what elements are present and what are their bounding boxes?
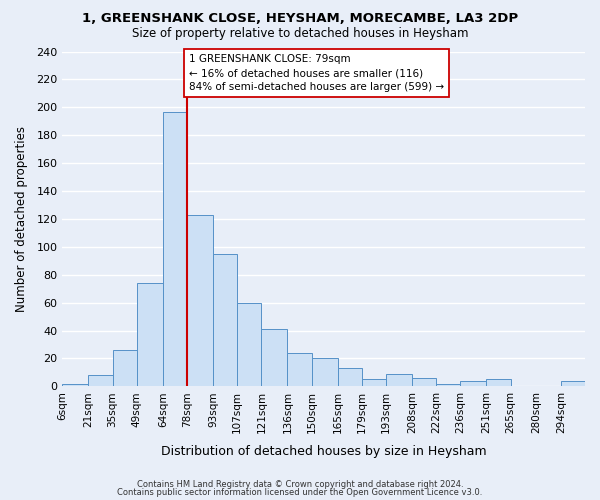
- Bar: [412, 378, 436, 386]
- Bar: [88, 375, 113, 386]
- Bar: [287, 353, 311, 386]
- Text: Contains public sector information licensed under the Open Government Licence v3: Contains public sector information licen…: [118, 488, 482, 497]
- Bar: [113, 350, 137, 387]
- Bar: [137, 283, 163, 387]
- Bar: [386, 374, 412, 386]
- Bar: [338, 368, 362, 386]
- X-axis label: Distribution of detached houses by size in Heysham: Distribution of detached houses by size …: [161, 444, 487, 458]
- Bar: [237, 302, 262, 386]
- Bar: [362, 380, 386, 386]
- Text: 1, GREENSHANK CLOSE, HEYSHAM, MORECAMBE, LA3 2DP: 1, GREENSHANK CLOSE, HEYSHAM, MORECAMBE,…: [82, 12, 518, 26]
- Y-axis label: Number of detached properties: Number of detached properties: [15, 126, 28, 312]
- Bar: [436, 384, 460, 386]
- Text: Size of property relative to detached houses in Heysham: Size of property relative to detached ho…: [132, 28, 468, 40]
- Text: Contains HM Land Registry data © Crown copyright and database right 2024.: Contains HM Land Registry data © Crown c…: [137, 480, 463, 489]
- Bar: [262, 329, 287, 386]
- Bar: [163, 112, 187, 386]
- Bar: [460, 381, 487, 386]
- Bar: [62, 384, 88, 386]
- Bar: [213, 254, 237, 386]
- Text: 1 GREENSHANK CLOSE: 79sqm
← 16% of detached houses are smaller (116)
84% of semi: 1 GREENSHANK CLOSE: 79sqm ← 16% of detac…: [189, 54, 444, 92]
- Bar: [487, 380, 511, 386]
- Bar: [561, 381, 585, 386]
- Bar: [187, 215, 213, 386]
- Bar: [311, 358, 338, 386]
